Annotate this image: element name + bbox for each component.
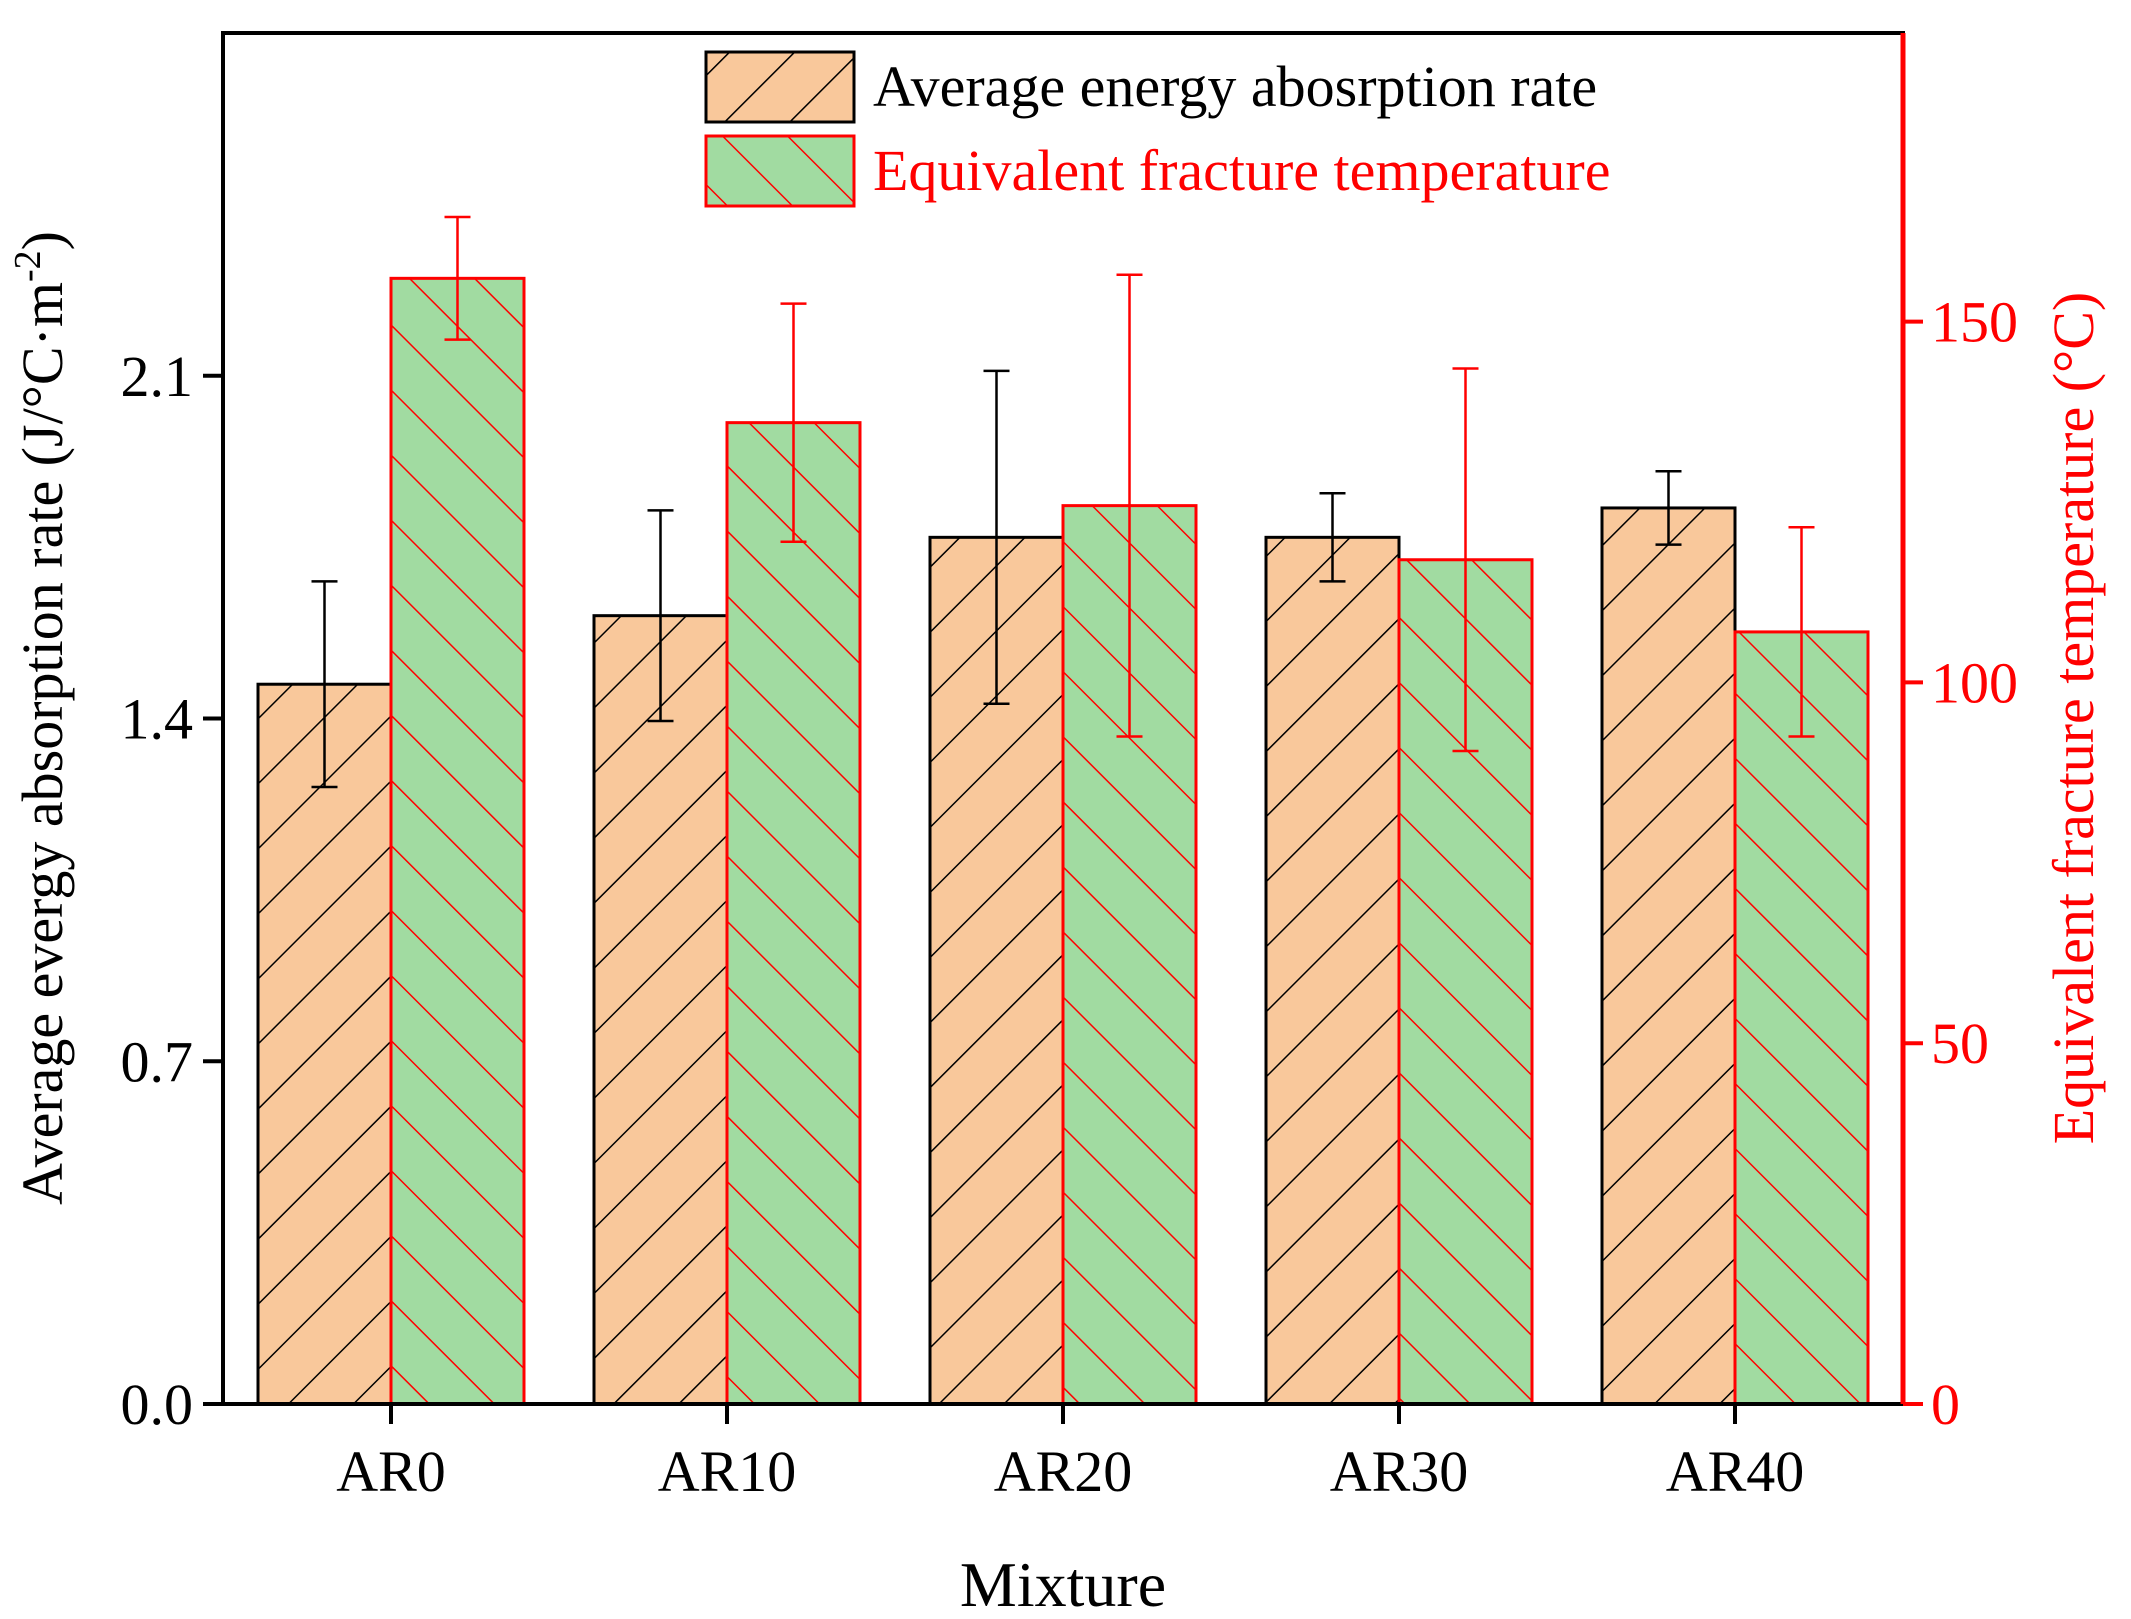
error-bar-temperature-ar40 [1788, 526, 1815, 738]
legend-label-energy: Average energy abosrption rate [873, 54, 1597, 119]
error-bar-energy-ar0 [311, 580, 338, 789]
right-tick-label-2: 100 [1931, 650, 2018, 715]
legend-swatch-energy [704, 50, 856, 124]
error-bar-temperature-ar10 [780, 302, 807, 543]
right-tick-label-0: 0 [1931, 1372, 1960, 1437]
right-tick-label-1: 50 [1931, 1011, 1989, 1076]
left-axis-title-superscript: -2 [7, 250, 49, 282]
left-axis-ticks: 0.0 0.7 1.4 2.1 [121, 344, 223, 1437]
bar-temperature-ar0 [389, 276, 526, 1406]
right-axis-ticks: 0 50 100 150 [1903, 290, 2018, 1437]
left-tick-label-0: 0.0 [121, 1372, 194, 1437]
left-tick-label-1: 0.7 [121, 1029, 194, 1094]
bar-energy-ar10 [592, 614, 729, 1406]
error-bar-energy-ar10 [647, 509, 674, 723]
x-tick-label-ar0: AR0 [336, 1439, 446, 1504]
error-bar-energy-ar30 [1319, 492, 1346, 583]
left-tick-label-2: 1.4 [121, 687, 194, 752]
left-axis-title-text: Average evergy absorption rate (J/°C·m [10, 282, 75, 1205]
bar-energy-ar40 [1600, 506, 1737, 1406]
error-bars-layer [311, 215, 1815, 789]
right-tick-label-3: 150 [1931, 290, 2018, 355]
left-axis-title: Average evergy absorption rate (J/°C·m-2… [7, 231, 75, 1205]
x-tick-label-ar40: AR40 [1666, 1439, 1805, 1504]
legend-item-temperature: Equivalent fracture temperature [704, 134, 1611, 208]
right-axis-title: Equivalent fracture temperature (°C) [2041, 292, 2106, 1145]
x-axis-ticks: AR0 AR10 AR20 AR30 AR40 [336, 1404, 1804, 1504]
x-tick-label-ar20: AR20 [994, 1439, 1133, 1504]
bar-temperature-ar40 [1733, 630, 1870, 1406]
bars-layer [256, 276, 1870, 1406]
bar-temperature-ar10 [725, 421, 862, 1406]
legend: Average energy abosrption rate Equivalen… [704, 50, 1611, 208]
bar-energy-ar30 [1264, 535, 1401, 1406]
bar-energy-ar0 [256, 682, 393, 1406]
error-bar-energy-ar40 [1655, 469, 1682, 546]
x-tick-label-ar30: AR30 [1330, 1439, 1469, 1504]
legend-item-energy: Average energy abosrption rate [704, 50, 1597, 124]
x-tick-label-ar10: AR10 [658, 1439, 797, 1504]
error-bar-temperature-ar30 [1452, 367, 1479, 753]
error-bar-energy-ar20 [983, 369, 1010, 706]
error-bar-temperature-ar0 [444, 215, 471, 341]
left-tick-label-3: 2.1 [121, 344, 194, 409]
error-bar-temperature-ar20 [1116, 273, 1143, 738]
x-axis-title: Mixture [960, 1549, 1166, 1619]
legend-label-temperature: Equivalent fracture temperature [873, 138, 1611, 203]
left-axis-title-close: ) [10, 231, 75, 250]
legend-swatch-temperature [704, 134, 856, 208]
